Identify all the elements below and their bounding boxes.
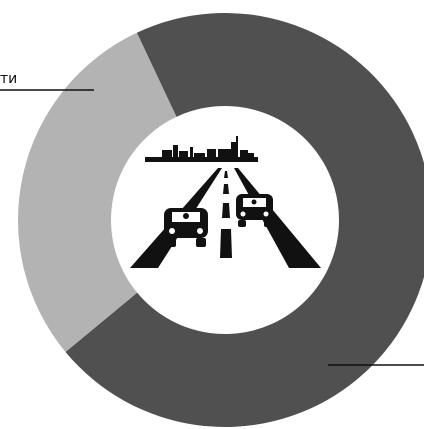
road-cars-icon — [130, 136, 321, 268]
donut-slices — [18, 13, 424, 427]
slice-dark — [65, 13, 424, 427]
car-right-icon — [236, 194, 273, 227]
road-right-edge-icon — [234, 168, 321, 268]
skyline-base-icon — [145, 157, 258, 162]
car-left-icon — [164, 208, 208, 247]
slice-label-dark: ти — [0, 71, 17, 87]
leader-lines — [0, 89, 424, 366]
slice-light — [18, 32, 177, 352]
